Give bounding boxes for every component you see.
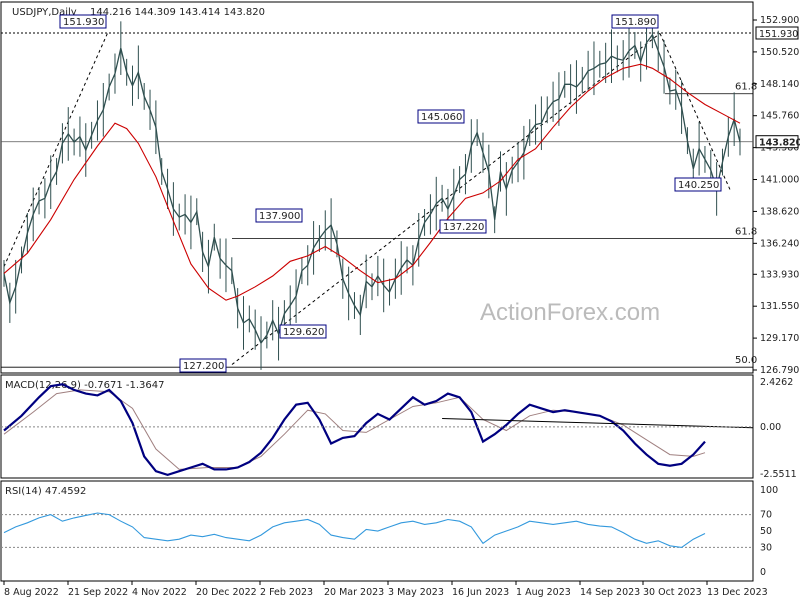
price-annotation-box xyxy=(179,358,227,373)
price-axis-label: 148.140 xyxy=(760,79,799,90)
x-axis-label: 1 Aug 2023 xyxy=(516,587,571,598)
price-axis-label: 152.900 xyxy=(760,15,799,26)
rsi-axis-label: 50 xyxy=(760,526,772,537)
x-axis-label: 8 Aug 2022 xyxy=(4,587,59,598)
price-annotation-box xyxy=(279,324,327,339)
price-axis-label: 136.240 xyxy=(760,238,799,249)
x-axis-label: 13 Dec 2023 xyxy=(707,587,768,598)
price-axis-label: 131.550 xyxy=(760,301,799,312)
chart-header-ohlc: 144.216 144.309 143.414 143.820 xyxy=(90,7,265,18)
rsi-label: RSI(14) 47.4592 xyxy=(5,486,86,497)
rsi-axis-label: 100 xyxy=(760,485,778,496)
price-annotation: 145.060 xyxy=(421,112,462,123)
x-axis-label: 20 Mar 2023 xyxy=(324,587,384,598)
price-axis-label: 150.520 xyxy=(760,47,799,58)
last-price-label: 143.820 xyxy=(759,138,800,149)
x-axis-label: 30 Oct 2023 xyxy=(643,587,702,598)
macd-axis-label: -2.5511 xyxy=(760,469,797,480)
macd-signal-line xyxy=(3,389,706,470)
rsi-axis-label: 70 xyxy=(760,510,772,521)
x-axis-label: 16 Jun 2023 xyxy=(452,587,509,598)
price-axis-label: 141.000 xyxy=(760,175,799,186)
x-axis-label: 21 Sep 2022 xyxy=(68,587,128,598)
price-annotation: 127.200 xyxy=(183,361,224,372)
fib-label: 61.8 xyxy=(735,226,757,237)
x-axis-label: 2 Feb 2023 xyxy=(260,587,313,598)
macd-label: MACD(12,26,9) -0.7671 -1.3647 xyxy=(5,380,165,391)
rsi-panel-frame xyxy=(0,480,754,582)
price-annotation-box xyxy=(439,219,487,234)
price-annotation: 129.620 xyxy=(283,327,324,338)
price-annotation: 137.900 xyxy=(259,211,300,222)
price-axis-label: 126.790 xyxy=(760,365,799,376)
last-price-label-box xyxy=(755,135,799,149)
price-panel-frame xyxy=(0,1,754,374)
price-annotation: 140.250 xyxy=(678,180,719,191)
price-axis-label: 145.760 xyxy=(760,111,799,122)
macd-trendline xyxy=(442,418,754,429)
macd-line xyxy=(3,383,706,477)
x-axis-label: 3 May 2023 xyxy=(388,587,444,598)
rsi-axis-label: 30 xyxy=(760,542,772,553)
x-axis-label: 4 Nov 2022 xyxy=(132,587,187,598)
price-annotation: 137.220 xyxy=(443,222,484,233)
top-line-label-box xyxy=(755,26,799,40)
chart-header-symbol: USDJPY,Daily xyxy=(12,7,77,18)
moving-average-line xyxy=(3,63,741,301)
price-axis-label: 138.620 xyxy=(760,206,799,217)
price-annotation-box xyxy=(59,14,107,29)
price-annotation-box xyxy=(674,177,722,192)
price-annotation: 151.930 xyxy=(63,17,104,28)
price-annotation-box xyxy=(417,109,465,124)
price-axis-label: 129.170 xyxy=(760,333,799,344)
watermark: ActionForex.com xyxy=(480,299,660,326)
x-axis-label: 20 Dec 2022 xyxy=(196,587,257,598)
price-axis-label: 133.930 xyxy=(760,269,799,280)
price-annotation: 151.890 xyxy=(615,17,656,28)
macd-axis-label: 0.00 xyxy=(760,422,781,433)
fib-label: 50.0 xyxy=(735,355,757,366)
x-axis-label: 14 Sep 2023 xyxy=(580,587,640,598)
price-annotation-box xyxy=(255,208,303,223)
rsi-line xyxy=(3,512,706,548)
trendline-dashed xyxy=(231,33,661,365)
macd-axis-label: 2.4262 xyxy=(760,377,793,388)
rsi-axis-label: 0 xyxy=(760,567,766,578)
trendline-dashed xyxy=(3,31,109,267)
price-annotation-box xyxy=(611,14,659,29)
top-line-label: 151.930 xyxy=(759,29,798,40)
fib-label: 61.8 xyxy=(735,82,757,93)
trendline-dashed xyxy=(659,33,731,190)
